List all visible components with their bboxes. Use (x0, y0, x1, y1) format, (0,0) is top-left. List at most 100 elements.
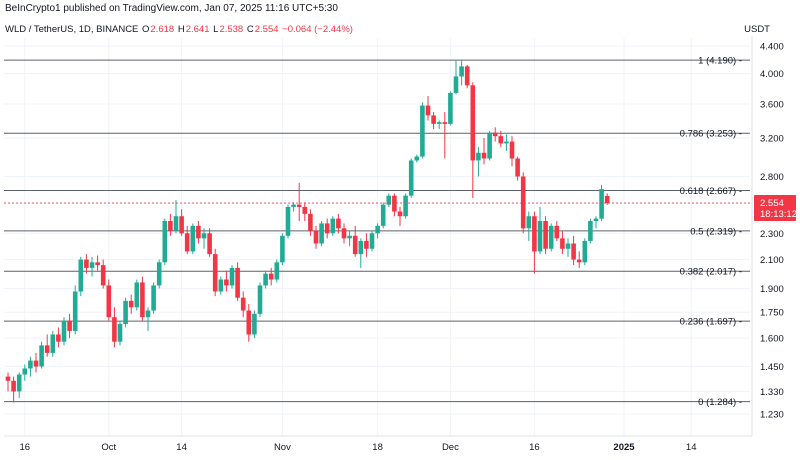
candle-body (526, 216, 532, 229)
candle-body (537, 221, 543, 252)
candle-body (285, 206, 291, 236)
chart-header: BeInCrypto1 published on TradingView.com… (0, 0, 800, 18)
current-price-tag (754, 195, 796, 222)
candle-body (476, 152, 481, 161)
y-tick-label: 2.100 (760, 255, 784, 266)
candle-body (134, 282, 140, 308)
candle-body (196, 225, 201, 239)
y-tick-label: 1.900 (760, 284, 784, 295)
candle-body (548, 225, 554, 249)
candle-body (16, 374, 22, 392)
candle-body (257, 285, 263, 314)
y-tick-label: 1.750 (760, 308, 784, 319)
candle-body (403, 195, 408, 217)
candle-body (84, 259, 89, 268)
fib-level-label: 0.236 (1.697) - (680, 317, 742, 328)
candle-body (117, 323, 123, 342)
x-tick-label: Nov (274, 442, 291, 453)
x-tick-label: 14 (176, 442, 187, 453)
symbol-name[interactable]: WLD / TetherUS, 1D, BINANCE (5, 24, 139, 35)
candle-body (22, 368, 28, 375)
candle-body (571, 243, 576, 260)
current-price-value: 2.554 (760, 198, 784, 209)
candle-body (72, 291, 78, 331)
candle-body (554, 225, 560, 239)
x-tick-label: 18 (372, 442, 383, 453)
candle-body (352, 235, 358, 255)
publisher-line: BeInCrypto1 published on TradingView.com… (5, 3, 338, 14)
currency-label: USDT (744, 24, 770, 35)
candle-body (44, 345, 50, 353)
close-label: C (246, 24, 254, 35)
x-tick-label: Dec (442, 442, 459, 453)
candle-body (268, 273, 274, 280)
candle-body (604, 195, 610, 204)
candle-body (100, 265, 106, 286)
candle-body (341, 228, 347, 239)
candle-body (436, 122, 442, 124)
candle-body (487, 132, 492, 159)
candle-body (128, 300, 134, 308)
candle-body (459, 66, 464, 77)
candle-body (179, 216, 184, 234)
candle-body (560, 238, 565, 249)
candle-body (173, 216, 179, 231)
change-value: −0.064 (−2.44%) (282, 24, 353, 35)
candle-body (576, 259, 582, 263)
candle-body (218, 279, 224, 292)
candle-body (168, 221, 173, 231)
candle-body (431, 115, 436, 124)
candle-body (448, 92, 453, 124)
candle-body (380, 204, 386, 226)
candle-body (123, 300, 128, 324)
candle-body (593, 218, 599, 222)
candle-body (246, 310, 252, 335)
candle-body (386, 195, 392, 205)
candle-body (319, 223, 324, 244)
candle-body (291, 204, 296, 207)
candle-body (330, 218, 336, 234)
candle-body (588, 221, 593, 241)
candle-body (33, 360, 39, 367)
candle-body (532, 216, 537, 252)
candle-body (201, 233, 207, 239)
candle-body (263, 273, 268, 286)
candle-body (235, 267, 240, 298)
candle-body (145, 310, 151, 318)
candle-body (78, 259, 84, 292)
fib-level-label: 0 (1.284) - (698, 397, 742, 408)
candle-body (464, 66, 470, 86)
candle-body (347, 235, 352, 239)
candle-body (375, 225, 380, 234)
candle-body (397, 211, 403, 217)
candle-body (11, 380, 16, 392)
y-tick-label: 2.300 (760, 229, 784, 240)
candle-body (498, 136, 504, 144)
candle-body (308, 213, 313, 231)
candle-body (67, 320, 72, 331)
candle-body (274, 262, 280, 280)
candle-body (408, 160, 414, 196)
y-tick-label: 1.230 (760, 410, 784, 421)
close-value: 2.554 (254, 24, 279, 35)
symbol-legend: WLD / TetherUS, 1D, BINANCE O2.618 H2.64… (5, 24, 354, 35)
low-label: L (213, 24, 219, 35)
candle-body (5, 376, 11, 381)
candle-body (207, 233, 212, 255)
candle-body (599, 189, 604, 219)
candle-body (358, 240, 364, 255)
candle-body (61, 320, 67, 342)
fib-level-label: 0.618 (2.667) - (680, 186, 742, 197)
candle-body (89, 262, 95, 268)
candle-body (39, 345, 44, 367)
fib-level-label: 1 (4.190) - (698, 56, 742, 67)
low-value: 2.538 (219, 24, 244, 35)
fib-level-label: 0.786 (3.253) - (680, 129, 742, 140)
candle-body (453, 76, 459, 93)
candle-body (190, 225, 196, 252)
y-tick-label: 3.600 (760, 99, 784, 110)
candle-body (184, 233, 190, 252)
candle-body (156, 262, 162, 286)
y-tick-label: 4.400 (760, 42, 784, 53)
